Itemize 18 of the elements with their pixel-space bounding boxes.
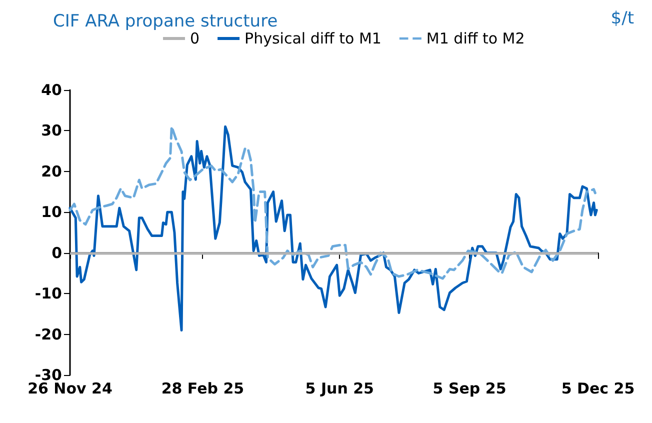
x-tick-label: 28 Feb 25 bbox=[161, 380, 244, 398]
line-series bbox=[68, 125, 596, 280]
x-tick-label: 26 Nov 24 bbox=[28, 380, 112, 398]
x-tick-label: 5 Jun 25 bbox=[305, 380, 374, 398]
y-tick-label: 30 bbox=[41, 122, 62, 140]
y-tick-label: 10 bbox=[41, 203, 62, 222]
y-tick-label: 20 bbox=[41, 162, 62, 180]
y-axis-title: $/t bbox=[610, 8, 634, 28]
x-tick-label: 5 Sep 25 bbox=[432, 380, 506, 398]
x-tick-label: 5 Dec 25 bbox=[561, 380, 635, 398]
y-tick-label: -10 bbox=[34, 284, 62, 303]
y-tick-label: 40 bbox=[41, 81, 62, 99]
y-tick-label: 0 bbox=[52, 244, 62, 262]
y-tick-label: -20 bbox=[34, 325, 62, 344]
legend-label: M1 diff to M2 bbox=[426, 30, 525, 48]
chart-title: CIF ARA propane structure bbox=[53, 12, 278, 32]
legend-label: Physical diff to M1 bbox=[244, 30, 382, 48]
legend-label: 0 bbox=[190, 30, 200, 48]
